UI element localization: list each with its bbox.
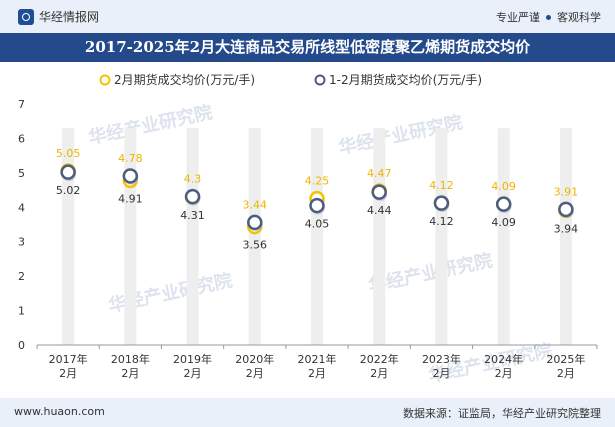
y-tick-label: 4 xyxy=(18,201,25,214)
y-tick-label: 3 xyxy=(18,236,25,249)
data-label-s2: 4.05 xyxy=(305,218,330,231)
category-band xyxy=(186,128,199,345)
x-tick-label: 2019年 2月 xyxy=(173,352,212,380)
category-band xyxy=(248,128,261,345)
data-label-s1: 3.44 xyxy=(243,198,268,211)
data-label-s2: 3.56 xyxy=(243,239,268,252)
data-point-s2 xyxy=(247,214,263,231)
x-tick-label: 2017年 2月 xyxy=(49,352,88,380)
data-point-s2 xyxy=(371,184,387,200)
data-point-s2 xyxy=(309,197,325,214)
footer-bar xyxy=(0,398,615,427)
category-band xyxy=(497,128,510,345)
x-tick-label: 2025年 2月 xyxy=(546,352,585,380)
data-point-s2 xyxy=(184,188,201,205)
chart-title: 2017-2025年2月大连商品交易所线型低密度聚乙烯期货成交均价 xyxy=(84,38,531,56)
slogan-right: 客观科学 xyxy=(557,11,601,24)
y-tick-label: 1 xyxy=(18,305,25,318)
data-label-s2: 4.09 xyxy=(491,216,516,229)
data-label-s2: 4.31 xyxy=(180,209,205,222)
brand-name: 华经情报网 xyxy=(39,10,100,24)
data-point-s2 xyxy=(60,164,76,180)
data-label-s1: 4.47 xyxy=(367,167,392,180)
category-band xyxy=(435,128,448,345)
data-label-s2: 3.94 xyxy=(554,222,579,235)
legend-marker xyxy=(314,74,326,86)
legend: 2月期货成交均价(万元/手) 1-2月期货成交均价(万元/手) xyxy=(99,72,482,87)
brand[interactable]: 华经情报网 xyxy=(18,8,99,25)
data-label-s2: 4.12 xyxy=(429,215,454,228)
y-tick-label: 2 xyxy=(18,270,25,283)
data-label-s1: 4.78 xyxy=(118,152,143,165)
logo-icon xyxy=(18,8,34,25)
category-band xyxy=(559,128,572,345)
top-bar xyxy=(0,0,615,33)
x-tick-label: 2023年 2月 xyxy=(422,352,461,380)
site-url[interactable]: www.huaon.com xyxy=(14,405,105,418)
x-tick-label: 2024年 2月 xyxy=(484,352,523,380)
x-tick-label: 2020年 2月 xyxy=(235,352,274,380)
chart: 华经产业研究院 华经产业研究院 华经产业研究院 华经产业研究院 华经产业研究院 … xyxy=(18,72,598,387)
category-band xyxy=(373,128,386,345)
x-tick-label: 2021年 2月 xyxy=(298,352,337,380)
watermark-text: 华经产业研究院 xyxy=(366,249,494,297)
legend-label: 1-2月期货成交均价(万元/手) xyxy=(329,72,482,87)
data-label-s1: 5.05 xyxy=(56,147,81,160)
data-point-s2 xyxy=(495,196,512,212)
y-tick-label: 5 xyxy=(18,167,25,180)
y-tick-label: 7 xyxy=(18,98,25,111)
data-point-s2 xyxy=(558,201,574,218)
category-band xyxy=(62,128,75,345)
legend-marker xyxy=(99,74,111,86)
dot-icon xyxy=(546,14,551,20)
data-label-s2: 4.91 xyxy=(118,192,143,205)
data-label-s1: 4.3 xyxy=(184,173,202,186)
data-label-s2: 5.02 xyxy=(56,184,81,197)
x-tick-label: 2018年 2月 xyxy=(111,352,150,380)
axes: 0 1 2 3 4 5 6 7 2017年 2月 2018年 2月 2019年 2月 2020年 2月 2021… xyxy=(18,98,598,380)
x-tick-label: 2022年 2月 xyxy=(360,352,399,380)
data-label-s1: 4.25 xyxy=(305,175,330,188)
data-label-s1: 3.91 xyxy=(554,185,579,198)
tagline: 专业严谨 客观科学 xyxy=(496,9,601,25)
y-tick-label: 0 xyxy=(18,339,25,352)
legend-label: 2月期货成交均价(万元/手) xyxy=(114,72,255,87)
data-point-s2 xyxy=(122,168,139,184)
slogan-left: 专业严谨 xyxy=(496,11,540,24)
data-marks: 5.05 4.78 4.3 3.44 4.25 4.47 4.12 4.09 3.91 5.02 4… xyxy=(56,147,578,251)
data-label-s1: 4.09 xyxy=(491,180,516,193)
data-point-s2 xyxy=(433,195,450,211)
data-label-s1: 4.12 xyxy=(429,179,454,192)
data-source: 数据来源：证监局，华经产业研究院整理 xyxy=(403,407,601,420)
y-tick-label: 6 xyxy=(18,132,25,145)
category-band xyxy=(311,128,323,345)
data-label-s2: 4.44 xyxy=(367,204,392,217)
title-bar xyxy=(0,33,615,62)
